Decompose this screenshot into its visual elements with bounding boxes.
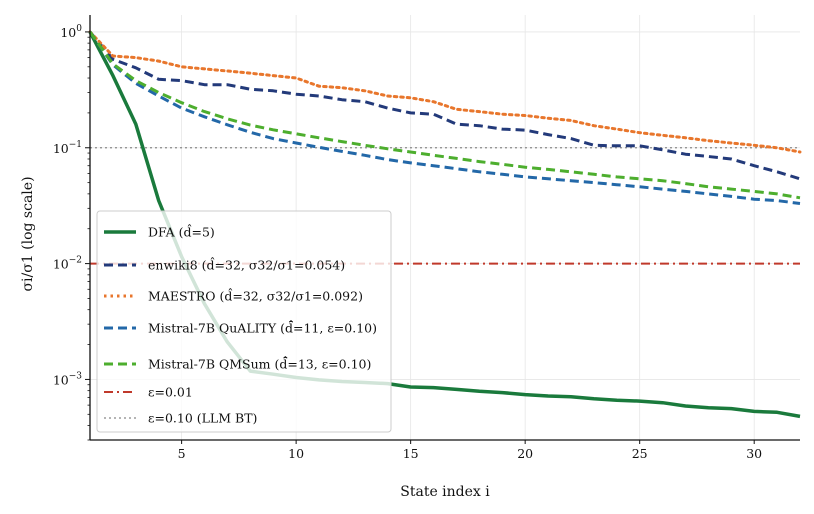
y-tick-label: 10−3 bbox=[53, 371, 82, 387]
y-tick-label: 10−2 bbox=[53, 256, 82, 272]
series-line bbox=[88, 31, 801, 205]
x-tick-label: 10 bbox=[288, 446, 304, 461]
legend-label: enwiki8 (d̂=32, σ32/σ1=0.054) bbox=[148, 256, 345, 273]
series-line bbox=[88, 31, 801, 200]
axes bbox=[85, 15, 800, 444]
legend: DFA (d̂=5) enwiki8 (d̂=32, σ32/σ1=0.054) M… bbox=[96, 210, 392, 433]
legend-label: DFA (d̂=5) bbox=[148, 223, 215, 240]
legend-label: MAESTRO (d̂=32, σ32/σ1=0.092) bbox=[148, 287, 363, 304]
legend-label: Mistral-7B QuALITY (d̄̂=11, ε=0.10) bbox=[148, 319, 377, 336]
legend-frame bbox=[96, 210, 392, 433]
y-tick-label: 100 bbox=[60, 24, 82, 40]
series-line bbox=[88, 30, 801, 181]
x-tick-label: 15 bbox=[403, 446, 419, 461]
y-tick-label: 10−1 bbox=[53, 140, 82, 156]
tick-labels: 5 10 15 20 25 30 100 10−1 10−2 10−3 bbox=[53, 24, 762, 461]
x-tick-label: 20 bbox=[517, 446, 533, 461]
legend-label: Mistral-7B QMSum (d̄̂=13, ε=0.10) bbox=[148, 355, 371, 372]
legend-label: ε=0.01 bbox=[148, 385, 193, 400]
series-line bbox=[88, 30, 802, 154]
x-tick-label: 30 bbox=[746, 446, 762, 461]
legend-label: ε=0.10 (LLM BT) bbox=[148, 411, 257, 426]
x-tick-label: 5 bbox=[178, 446, 186, 461]
x-axis-label: State index i bbox=[400, 484, 490, 500]
x-tick-label: 25 bbox=[632, 446, 648, 461]
y-axis-label: σi/σ1 (log scale) bbox=[20, 176, 36, 291]
